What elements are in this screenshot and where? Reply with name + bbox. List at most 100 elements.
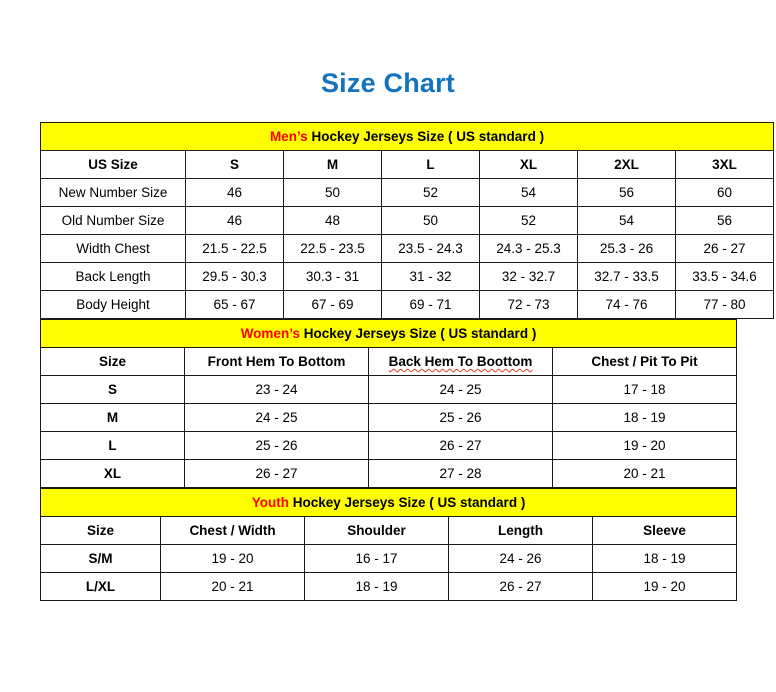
youth-column-header-row: Size Chest / Width Shoulder Length Sleev… [40, 516, 738, 545]
womens-row-label-3: XL [40, 459, 185, 488]
mens-col-header-5: 2XL [577, 150, 676, 179]
youth-cell-1-1: 18 - 19 [304, 572, 449, 601]
mens-cell-2-1: 22.5 - 23.5 [283, 234, 382, 263]
mens-cell-1-0: 46 [185, 206, 284, 235]
mens-cell-1-3: 52 [479, 206, 578, 235]
mens-cell-0-5: 60 [675, 178, 774, 207]
womens-cell-3-2: 20 - 21 [552, 459, 737, 488]
womens-cell-0-1: 24 - 25 [368, 375, 553, 404]
mens-cell-3-3: 32 - 32.7 [479, 262, 578, 291]
mens-cell-1-1: 48 [283, 206, 382, 235]
table-row: Back Length 29.5 - 30.3 30.3 - 31 31 - 3… [40, 262, 774, 291]
youth-header-rest: Hockey Jerseys Size ( US standard ) [288, 495, 526, 510]
womens-row-label-2: L [40, 431, 185, 460]
mens-cell-2-4: 25.3 - 26 [577, 234, 676, 263]
womens-cell-1-2: 18 - 19 [552, 403, 737, 432]
mens-col-header-0: US Size [40, 150, 186, 179]
womens-cell-0-0: 23 - 24 [184, 375, 369, 404]
table-row: M 24 - 25 25 - 26 18 - 19 [40, 403, 737, 432]
womens-cell-0-2: 17 - 18 [552, 375, 737, 404]
youth-cell-1-0: 20 - 21 [160, 572, 305, 601]
youth-cell-0-0: 19 - 20 [160, 544, 305, 573]
mens-row-label-0: New Number Size [40, 178, 186, 207]
table-row: XL 26 - 27 27 - 28 20 - 21 [40, 459, 737, 488]
mens-row-label-1: Old Number Size [40, 206, 186, 235]
mens-cell-0-4: 56 [577, 178, 676, 207]
womens-header-accent: Women’s [240, 326, 300, 341]
youth-col-header-1: Chest / Width [160, 516, 305, 545]
womens-section-header: Women’s Hockey Jerseys Size ( US standar… [40, 319, 737, 348]
youth-header-accent: Youth [251, 495, 289, 510]
mens-header-rest: Hockey Jerseys Size ( US standard ) [307, 129, 545, 144]
size-tables-container: Men’s Hockey Jerseys Size ( US standard … [39, 100, 774, 601]
mens-cell-2-3: 24.3 - 25.3 [479, 234, 578, 263]
youth-cell-1-3: 19 - 20 [591, 572, 738, 601]
youth-cell-0-1: 16 - 17 [304, 544, 449, 573]
mens-cell-4-2: 69 - 71 [381, 290, 480, 319]
mens-size-table: Men’s Hockey Jerseys Size ( US standard … [40, 122, 774, 319]
youth-cell-0-2: 24 - 26 [448, 544, 593, 573]
mens-header-accent: Men’s [269, 129, 308, 144]
table-row: L/XL 20 - 21 18 - 19 26 - 27 19 - 20 [40, 572, 738, 601]
womens-cell-3-1: 27 - 28 [368, 459, 553, 488]
mens-row-label-3: Back Length [40, 262, 186, 291]
youth-row-label-0: S/M [40, 544, 161, 573]
womens-cell-3-0: 26 - 27 [184, 459, 369, 488]
womens-header-rest: Hockey Jerseys Size ( US standard ) [299, 326, 537, 341]
mens-column-header-row: US Size S M L XL 2XL 3XL [40, 150, 774, 179]
womens-col-header-3: Chest / Pit To Pit [552, 347, 737, 376]
mens-cell-2-0: 21.5 - 22.5 [185, 234, 284, 263]
mens-cell-0-3: 54 [479, 178, 578, 207]
table-row: L 25 - 26 26 - 27 19 - 20 [40, 431, 737, 460]
womens-size-table: Women’s Hockey Jerseys Size ( US standar… [40, 319, 737, 488]
mens-cell-1-2: 50 [381, 206, 480, 235]
womens-col-header-0: Size [40, 347, 185, 376]
mens-cell-1-4: 54 [577, 206, 676, 235]
womens-col-header-1: Front Hem To Bottom [184, 347, 369, 376]
mens-cell-2-2: 23.5 - 24.3 [381, 234, 480, 263]
youth-col-header-0: Size [40, 516, 161, 545]
mens-cell-3-4: 32.7 - 33.5 [577, 262, 676, 291]
womens-cell-1-1: 25 - 26 [368, 403, 553, 432]
mens-cell-4-1: 67 - 69 [283, 290, 382, 319]
mens-col-header-2: M [283, 150, 382, 179]
womens-cell-2-1: 26 - 27 [368, 431, 553, 460]
womens-cell-2-2: 19 - 20 [552, 431, 737, 460]
womens-cell-2-0: 25 - 26 [184, 431, 369, 460]
mens-row-label-4: Body Height [40, 290, 186, 319]
womens-row-label-1: M [40, 403, 185, 432]
table-row: Body Height 65 - 67 67 - 69 69 - 71 72 -… [40, 290, 774, 319]
mens-section-header: Men’s Hockey Jerseys Size ( US standard … [40, 122, 774, 151]
mens-cell-4-3: 72 - 73 [479, 290, 578, 319]
mens-cell-4-0: 65 - 67 [185, 290, 284, 319]
youth-row-label-1: L/XL [40, 572, 161, 601]
youth-cell-0-3: 18 - 19 [591, 544, 738, 573]
womens-row-label-0: S [40, 375, 185, 404]
mens-row-label-2: Width Chest [40, 234, 186, 263]
mens-cell-0-1: 50 [283, 178, 382, 207]
mens-cell-0-0: 46 [185, 178, 284, 207]
mens-cell-3-2: 31 - 32 [381, 262, 480, 291]
mens-cell-4-5: 77 - 80 [675, 290, 774, 319]
misspelled-word: Back Hem To Boottom [388, 354, 533, 369]
mens-col-header-1: S [185, 150, 284, 179]
table-row: S/M 19 - 20 16 - 17 24 - 26 18 - 19 [40, 544, 738, 573]
table-row: Old Number Size 46 48 50 52 54 56 [40, 206, 774, 235]
table-row: New Number Size 46 50 52 54 56 60 [40, 178, 774, 207]
womens-cell-1-0: 24 - 25 [184, 403, 369, 432]
mens-col-header-6: 3XL [675, 150, 774, 179]
mens-col-header-4: XL [479, 150, 578, 179]
mens-cell-3-1: 30.3 - 31 [283, 262, 382, 291]
youth-col-header-2: Shoulder [304, 516, 449, 545]
mens-cell-3-5: 33.5 - 34.6 [675, 262, 774, 291]
youth-section-header-row: Youth Hockey Jerseys Size ( US standard … [39, 488, 738, 517]
mens-cell-1-5: 56 [675, 206, 774, 235]
womens-column-header-row: Size Front Hem To Bottom Back Hem To Boo… [40, 347, 737, 376]
mens-cell-0-2: 52 [381, 178, 480, 207]
youth-cell-1-2: 26 - 27 [448, 572, 593, 601]
table-row: S 23 - 24 24 - 25 17 - 18 [40, 375, 737, 404]
youth-size-table: Youth Hockey Jerseys Size ( US standard … [39, 488, 738, 601]
mens-cell-3-0: 29.5 - 30.3 [185, 262, 284, 291]
youth-section-header: Youth Hockey Jerseys Size ( US standard … [39, 488, 738, 517]
